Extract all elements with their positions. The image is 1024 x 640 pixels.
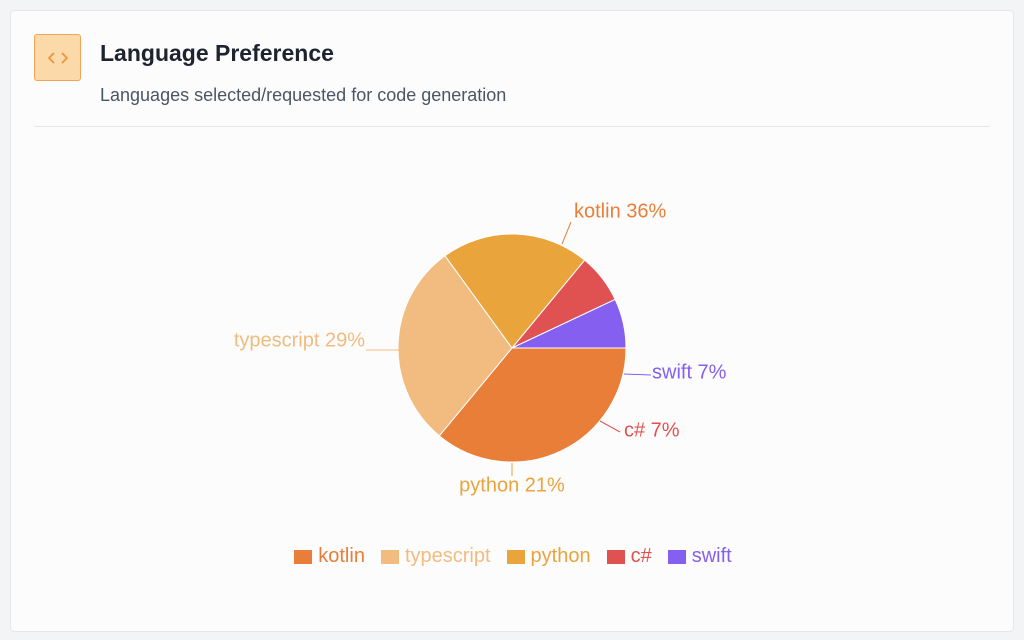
- legend-swatch: [667, 549, 686, 564]
- legend-label: swift: [691, 545, 732, 567]
- pie-chart: kotlin 36% typescript 29% python 21% c# 7% s…: [234, 200, 727, 496]
- header-divider: [34, 126, 990, 127]
- card-subtitle: Languages selected/requested for code ge…: [100, 85, 507, 105]
- legend-swatch: [294, 549, 313, 564]
- slice-label-leader: [599, 420, 621, 433]
- pie-slice-python: [444, 233, 586, 349]
- slice-label-leader: [561, 221, 572, 245]
- legend-item[interactable]: typescript: [380, 545, 491, 568]
- code-icon: [34, 34, 81, 81]
- legend-item[interactable]: kotlin: [294, 545, 365, 568]
- legend-label: typescript: [404, 545, 491, 567]
- legend-swatch: [606, 549, 625, 564]
- legend-item[interactable]: c#: [606, 545, 652, 568]
- legend-swatch: [380, 549, 399, 564]
- chart-legend: kotlin typescript python c# swift: [11, 545, 1015, 568]
- legend-label: c#: [630, 545, 652, 567]
- pie-slice-kotlin: [438, 347, 627, 463]
- card-title: Language Preference: [100, 40, 334, 66]
- legend-swatch: [506, 549, 525, 564]
- pie-slice-typescript: [397, 255, 513, 437]
- language-preference-card: Language Preference Languages selected/r…: [10, 10, 1014, 632]
- slice-label-leader: [623, 373, 652, 376]
- legend-label: python: [530, 545, 591, 567]
- legend-item[interactable]: python: [506, 545, 591, 568]
- legend-item[interactable]: swift: [667, 545, 732, 568]
- legend-label: kotlin: [318, 545, 365, 567]
- slice-label: c# 7%: [624, 419, 680, 441]
- slice-label: kotlin 36%: [574, 200, 666, 222]
- pie-slice-swift: [511, 298, 627, 349]
- slice-label: swift 7%: [652, 361, 727, 383]
- slice-label: python 21%: [459, 474, 565, 496]
- slice-label: typescript 29%: [234, 329, 365, 351]
